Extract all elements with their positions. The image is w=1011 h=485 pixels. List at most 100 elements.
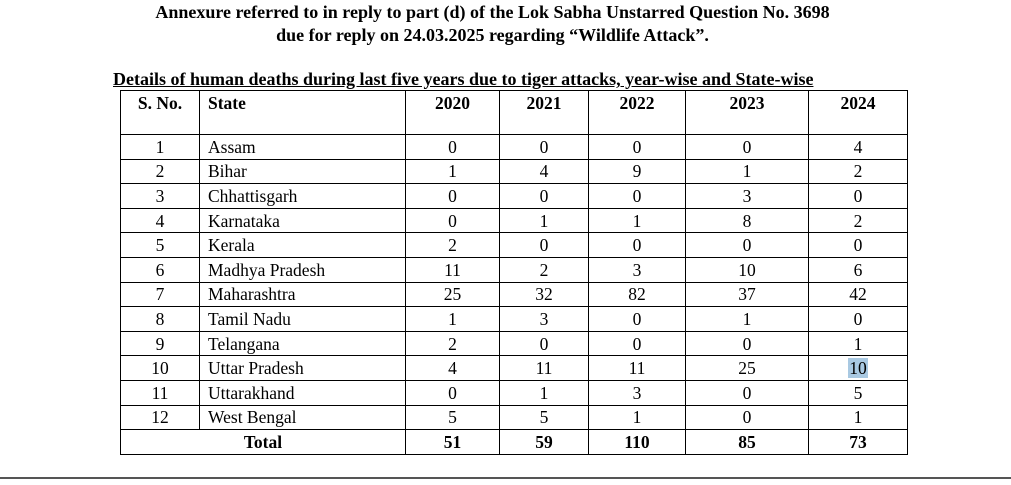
cell-state: Assam (199, 134, 406, 160)
header-2022: 2022 (588, 90, 686, 135)
cell-2024: 10 (808, 355, 908, 381)
cell-2020: 5 (405, 404, 500, 431)
header-2021: 2021 (499, 90, 589, 135)
table-caption: Details of human deaths during last five… (113, 69, 814, 89)
cell-state: Chhattisgarh (199, 183, 406, 209)
cell-2021: 32 (499, 281, 589, 308)
cell-2021: 3 (499, 306, 589, 332)
total-2023: 85 (685, 429, 809, 455)
table-row: 10 Uttar Pradesh 4 11 11 25 10 (120, 355, 908, 381)
table-row: 9 Telangana 2 0 0 0 1 (120, 330, 908, 357)
cell-2023: 1 (685, 158, 809, 185)
cell-sno: 9 (120, 330, 200, 357)
total-2022: 110 (588, 429, 686, 455)
cell-2023: 10 (685, 256, 809, 283)
table-row: 7 Maharashtra 25 32 82 37 42 (120, 281, 908, 308)
cell-2023: 0 (685, 404, 809, 431)
cell-sno: 5 (120, 232, 200, 258)
selected-text[interactable]: 10 (848, 358, 868, 379)
cell-2024: 0 (808, 306, 908, 332)
cell-state: West Bengal (199, 404, 406, 431)
cell-2024: 5 (808, 379, 908, 406)
header-2023: 2023 (685, 90, 809, 135)
cell-2024: 1 (808, 330, 908, 357)
cell-2024: 42 (808, 281, 908, 308)
total-2020: 51 (405, 429, 500, 455)
cell-2023: 8 (685, 207, 809, 234)
cell-2020: 1 (405, 158, 500, 185)
cell-2022: 3 (588, 256, 686, 283)
cell-2023: 0 (685, 134, 809, 160)
cell-2024: 0 (808, 183, 908, 209)
cell-2022: 82 (588, 281, 686, 308)
header-2024: 2024 (808, 90, 908, 135)
cell-2021: 11 (499, 355, 589, 381)
header-2020: 2020 (405, 90, 500, 135)
cell-2023: 25 (685, 355, 809, 381)
table-row: 8 Tamil Nadu 1 3 0 1 0 (120, 306, 908, 332)
cell-2023: 3 (685, 183, 809, 209)
cell-2022: 0 (588, 183, 686, 209)
header-sno: S. No. (120, 90, 200, 135)
cell-2020: 1 (405, 306, 500, 332)
page-divider (0, 477, 1011, 479)
cell-state: Madhya Pradesh (199, 256, 406, 283)
table-header-row: S. No. State 2020 2021 2022 2023 2024 (120, 90, 908, 135)
annexure-title-line-2: due for reply on 24.03.2025 regarding “W… (276, 25, 709, 45)
cell-2022: 0 (588, 330, 686, 357)
cell-2020: 2 (405, 232, 500, 258)
cell-sno: 7 (120, 281, 200, 308)
cell-2022: 11 (588, 355, 686, 381)
total-2024: 73 (808, 429, 908, 455)
cell-state: Karnataka (199, 207, 406, 234)
cell-2021: 0 (499, 183, 589, 209)
table-row: 3 Chhattisgarh 0 0 0 3 0 (120, 183, 908, 209)
cell-state: Maharashtra (199, 281, 406, 308)
table-row: 6 Madhya Pradesh 11 2 3 10 6 (120, 256, 908, 283)
cell-2022: 1 (588, 207, 686, 234)
cell-2020: 2 (405, 330, 500, 357)
cell-state: Bihar (199, 158, 406, 185)
cell-2023: 0 (685, 379, 809, 406)
cell-state: Tamil Nadu (199, 306, 406, 332)
cell-2020: 0 (405, 134, 500, 160)
cell-2021: 0 (499, 232, 589, 258)
cell-sno: 6 (120, 256, 200, 283)
cell-2021: 1 (499, 379, 589, 406)
cell-state: Uttar Pradesh (199, 355, 406, 381)
table-row: 2 Bihar 1 4 9 1 2 (120, 158, 908, 185)
cell-2023: 0 (685, 232, 809, 258)
cell-2020: 4 (405, 355, 500, 381)
cell-sno: 8 (120, 306, 200, 332)
cell-2024: 2 (808, 207, 908, 234)
cell-2021: 1 (499, 207, 589, 234)
header-state: State (199, 90, 406, 135)
cell-2022: 0 (588, 134, 686, 160)
cell-sno: 2 (120, 158, 200, 185)
cell-2020: 0 (405, 379, 500, 406)
cell-state: Telangana (199, 330, 406, 357)
cell-2023: 0 (685, 330, 809, 357)
cell-2023: 1 (685, 306, 809, 332)
cell-2021: 2 (499, 256, 589, 283)
annexure-title-line-1: Annexure referred to in reply to part (d… (155, 2, 830, 22)
cell-2020: 25 (405, 281, 500, 308)
total-row: Total 51 59 110 85 73 (120, 429, 908, 455)
cell-2021: 4 (499, 158, 589, 185)
total-2021: 59 (499, 429, 589, 455)
cell-state: Uttarakhand (199, 379, 406, 406)
cell-2024: 2 (808, 158, 908, 185)
table-row: 12 West Bengal 5 5 1 0 1 (120, 404, 908, 431)
cell-2022: 1 (588, 404, 686, 431)
cell-state: Kerala (199, 232, 406, 258)
cell-2022: 9 (588, 158, 686, 185)
cell-sno: 4 (120, 207, 200, 234)
cell-2024: 6 (808, 256, 908, 283)
cell-sno: 10 (120, 355, 200, 381)
cell-sno: 1 (120, 134, 200, 160)
cell-sno: 3 (120, 183, 200, 209)
cell-2020: 0 (405, 183, 500, 209)
cell-2022: 0 (588, 306, 686, 332)
cell-2023: 37 (685, 281, 809, 308)
